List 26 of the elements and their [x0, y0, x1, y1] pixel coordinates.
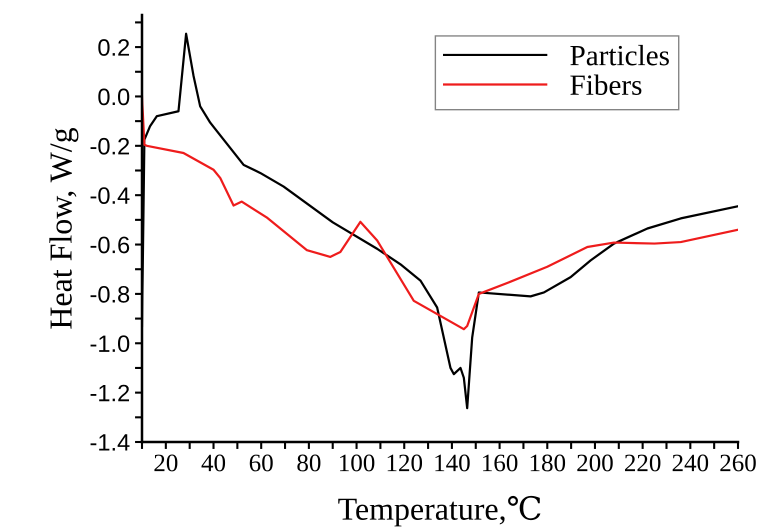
x-tick-label: 160 [483, 454, 518, 472]
x-tick-label: 200 [577, 454, 613, 472]
y-tick-label: 0.0 [98, 88, 130, 106]
x-tick-label: 220 [624, 454, 660, 472]
y-tick-label: -1.0 [90, 335, 130, 352]
x-tick-label: 120 [388, 454, 422, 472]
x-tick-label: 260 [720, 454, 756, 472]
y-tick-label: -0.6 [90, 236, 130, 254]
y-tick-label: -0.2 [90, 138, 130, 155]
legend-label: Fibers [570, 74, 642, 95]
y-tick-label: 0.2 [98, 39, 130, 56]
x-tick-label: 40 [202, 454, 226, 472]
x-tick-label: 80 [297, 454, 320, 472]
x-tick-label: 140 [435, 454, 470, 472]
y-tick-label: -0.8 [90, 286, 130, 303]
legend-label: Particles [570, 44, 669, 66]
x-tick-label: 240 [672, 454, 708, 472]
y-tick-label: -1.2 [90, 384, 130, 402]
x-tick-label: 100 [340, 454, 374, 472]
y-axis-title: Heat Flow, W/g [49, 128, 78, 329]
y-tick-label: -1.4 [90, 434, 130, 451]
x-tick-label: 20 [154, 454, 178, 472]
y-tick-label: -0.4 [90, 187, 130, 204]
x-tick-label: 60 [250, 454, 273, 472]
x-axis-title: Temperature,℃ [338, 496, 540, 526]
x-tick-label: 180 [530, 454, 566, 472]
